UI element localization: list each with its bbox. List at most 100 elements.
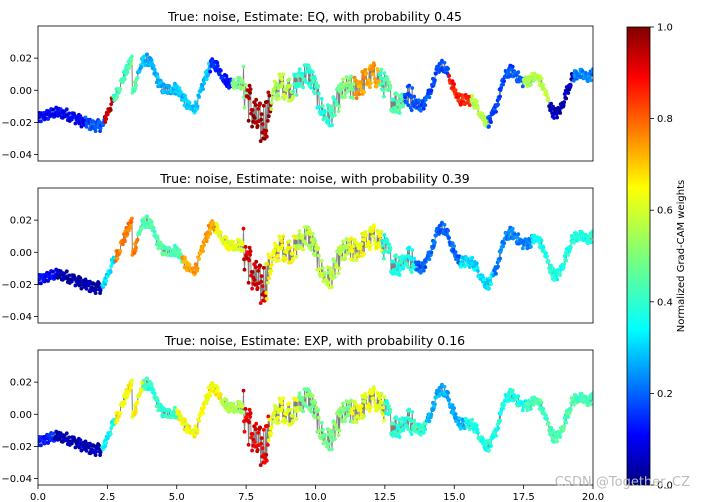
scatter-point	[320, 104, 325, 108]
scatter-point	[265, 99, 270, 104]
scatter-point	[496, 426, 500, 431]
scatter-point	[269, 107, 274, 111]
scatter-point	[291, 89, 296, 94]
scatter-point	[372, 400, 377, 405]
scatter-point	[258, 263, 263, 268]
scatter-point	[367, 85, 372, 89]
scatter-point	[94, 125, 98, 130]
scatter-point	[410, 410, 415, 414]
y-tick-label: −0.04	[1, 312, 32, 323]
scatter-point	[345, 83, 349, 88]
scatter-point	[307, 227, 312, 232]
scatter-point	[341, 77, 345, 82]
scatter-point	[364, 233, 369, 238]
scatter-point	[370, 66, 375, 71]
scatter-point	[394, 253, 398, 257]
scatter-point	[319, 96, 324, 101]
scatter-point	[544, 251, 548, 256]
x-tick-label: 17.5	[512, 492, 534, 502]
x-tick-label: 5.0	[169, 492, 185, 502]
scatter-point	[316, 253, 321, 258]
y-tick-label: 0.00	[10, 248, 32, 259]
scatter-point	[295, 74, 299, 78]
scatter-point	[248, 249, 253, 254]
scatter-point	[232, 86, 236, 90]
scatter-point	[197, 257, 202, 261]
scatter-point	[78, 438, 83, 442]
scatter-point	[155, 75, 160, 80]
scatter-point	[447, 235, 451, 240]
scatter-point	[328, 108, 332, 113]
scatter-point	[83, 115, 88, 120]
scatter-point	[357, 416, 362, 421]
scatter-point	[397, 111, 402, 115]
scatter-point	[589, 78, 593, 83]
scatter-point	[322, 272, 327, 277]
scatter-point	[452, 406, 456, 410]
scatter-point	[388, 83, 393, 88]
scatter-point	[427, 95, 432, 100]
scatter-point	[571, 78, 576, 83]
scatter-point	[277, 396, 282, 401]
scatter-point	[589, 402, 593, 407]
scatter-point	[545, 254, 549, 259]
scatter-point	[129, 382, 134, 386]
scatter-point	[329, 267, 334, 272]
scatter-point	[331, 108, 335, 113]
scatter-point	[423, 265, 428, 269]
scatter-point	[440, 58, 444, 63]
scatter-point	[123, 229, 128, 234]
x-tick-label: 15.0	[443, 492, 465, 502]
scatter-point	[93, 129, 98, 134]
scatter-point	[452, 82, 456, 86]
scatter-point	[135, 237, 140, 242]
scatter-point	[427, 419, 432, 424]
scatter-point	[241, 248, 245, 253]
y-tick-label: 0.02	[10, 378, 32, 389]
scatter-point	[359, 242, 364, 246]
scatter-point	[407, 407, 412, 412]
scatter-point	[120, 242, 125, 247]
scatter-point	[313, 238, 318, 243]
scatter-point	[314, 243, 319, 248]
scatter-point	[391, 259, 396, 264]
scatter-point	[269, 424, 274, 429]
scatter-point	[264, 134, 269, 139]
scatter-point	[403, 257, 407, 262]
scatter-point	[316, 415, 321, 420]
scatter-point	[179, 90, 183, 95]
scatter-point	[467, 427, 472, 431]
scatter-point	[375, 245, 379, 250]
scatter-point	[250, 448, 255, 453]
scatter-point	[591, 67, 593, 71]
scatter-point	[397, 93, 401, 98]
scatter-point	[129, 385, 133, 390]
scatter-point	[177, 410, 182, 415]
scatter-point	[312, 253, 317, 257]
scatter-point	[134, 83, 138, 88]
scatter-point	[253, 265, 258, 269]
scatter-point	[255, 286, 260, 290]
scatter-point	[240, 404, 245, 409]
scatter-point	[309, 248, 314, 252]
scatter-point	[276, 248, 281, 253]
scatter-point	[197, 95, 202, 99]
y-tick-label: 0.02	[10, 216, 32, 227]
scatter-point	[457, 416, 462, 421]
scatter-point	[151, 388, 156, 392]
scatter-point	[206, 72, 211, 77]
scatter-point	[327, 118, 331, 123]
scatter-point	[351, 96, 355, 100]
scatter-point	[382, 256, 386, 261]
scatter-point	[404, 261, 409, 266]
scatter-point	[407, 83, 412, 88]
scatter-point	[482, 115, 486, 120]
scatter-point	[103, 282, 108, 286]
scatter-point	[352, 399, 357, 404]
scatter-point	[328, 432, 332, 437]
scatter-point	[409, 95, 414, 100]
scatter-point	[179, 414, 183, 419]
scatter-point	[514, 73, 519, 77]
scatter-point	[562, 262, 567, 267]
scatter-point	[502, 79, 506, 83]
